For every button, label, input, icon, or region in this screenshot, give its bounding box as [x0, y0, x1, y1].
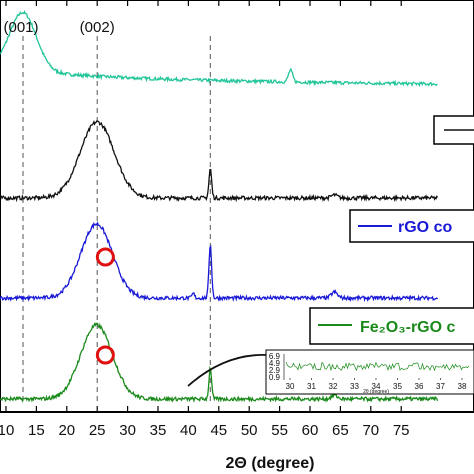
x-tick-label: 35 [150, 422, 167, 439]
inset-x-tick-label: 38 [458, 382, 467, 391]
x-tick-label: 55 [271, 422, 288, 439]
series-line [0, 120, 439, 203]
x-tick-label: 10 [0, 422, 14, 439]
inset-x-tick-label: 31 [307, 382, 316, 391]
x-tick-label: 25 [89, 422, 106, 439]
x-tick-label: 20 [58, 422, 75, 439]
inset-y-tick-label: 0.9 [269, 373, 281, 382]
legend-black [433, 115, 474, 145]
peak-label: (002) [80, 19, 115, 36]
legend-green: Fe₂O₃-rGO c [309, 307, 474, 345]
x-tick-label: 60 [302, 422, 319, 439]
peak-labels: (001) (002) [4, 19, 115, 36]
inset-x-tick-label: 35 [393, 382, 402, 391]
x-tick-label: 45 [210, 422, 227, 439]
inset-x-tick-label: 32 [329, 382, 338, 391]
reference-lines [22, 36, 211, 404]
highlight-circle [95, 345, 115, 365]
x-tick-label: 75 [393, 422, 410, 439]
inset-series-line [285, 361, 470, 372]
inset-x-tick-label: 33 [350, 382, 359, 391]
x-tick-label: 40 [180, 422, 197, 439]
series-line [0, 322, 439, 403]
legend-blue-label: rGO co [398, 219, 452, 236]
x-tick-label: 30 [119, 422, 136, 439]
inset-x-tick-label: 37 [436, 382, 445, 391]
inset-x-tick-label: 36 [415, 382, 424, 391]
x-tick-label: 15 [28, 422, 45, 439]
inset-plot: 30 31 32 33 34 35 36 37 38 6.94.92.90.9 2θ (degree… [265, 349, 474, 395]
x-tick-label: 50 [241, 422, 258, 439]
series-line [0, 9, 438, 88]
inset-frame [265, 349, 474, 395]
series-line [0, 221, 439, 303]
x-tick-label: 65 [332, 422, 349, 439]
inset-y-tick-label: 4.9 [269, 359, 281, 368]
peak-label: (001) [4, 19, 39, 36]
inset-x-title: 2θ (degree) [363, 389, 389, 395]
inset-content: 30 31 32 33 34 35 36 37 38 6.94.92.90.9 2θ (degree… [269, 352, 470, 395]
x-tick-label: 70 [362, 422, 379, 439]
inset-x-tick-label: 30 [286, 382, 295, 391]
inset-x-tick-label: 34 [372, 382, 381, 391]
inset-y-tick-label: 2.9 [269, 366, 281, 375]
highlight-circle [95, 247, 115, 267]
inset-y-tick-label: 6.9 [269, 352, 281, 361]
legend-green-label: Fe₂O₃-rGO c [360, 319, 456, 336]
highlight-circles [95, 247, 115, 365]
series-layer [0, 9, 439, 403]
legend-blue: rGO co [349, 209, 474, 243]
x-axis: 10 15 20 25 30 35 40 45 50 55 60 65 70 75 [0, 0, 410, 439]
x-axis-title: 2Θ (degree) [226, 455, 315, 472]
